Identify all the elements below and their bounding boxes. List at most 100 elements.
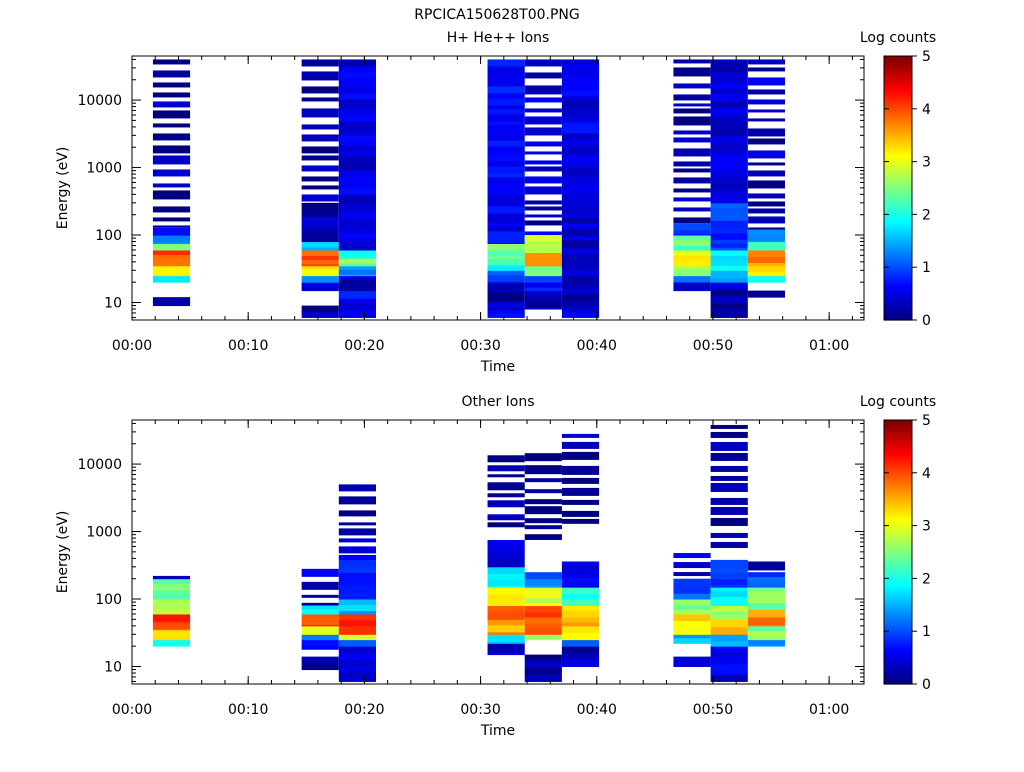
colorbar-swatch (884, 615, 912, 619)
colorbar-swatch (884, 497, 912, 500)
heatmap-cell (301, 134, 339, 142)
colorbar-swatch (884, 582, 912, 586)
heatmap-cell (561, 617, 600, 624)
colorbar-swatch (884, 613, 912, 617)
colorbar-swatch (884, 439, 912, 443)
x-tick-label: 00:20 (344, 338, 384, 354)
heatmap-cell (561, 240, 600, 249)
colorbar-swatch (884, 525, 912, 529)
heatmap-cell (710, 93, 748, 102)
heatmap-cell (747, 609, 785, 618)
heatmap-cell (301, 634, 339, 641)
heatmap-cell (524, 598, 562, 604)
heatmap-cell (487, 173, 525, 178)
heatmap-cell (747, 89, 785, 95)
heatmap-cell (487, 125, 525, 131)
heatmap-cell (152, 123, 191, 128)
colorbar-swatch (884, 212, 912, 215)
heatmap-cell (747, 275, 785, 283)
heatmap-cell (561, 182, 600, 191)
colorbar-swatch (884, 177, 912, 180)
heatmap-cell (338, 170, 376, 178)
y-tick-label: 100 (95, 592, 122, 608)
colorbar-swatch (884, 576, 912, 579)
heatmap-cell (524, 301, 562, 308)
heatmap-cell (747, 216, 785, 224)
heatmap-cell (710, 559, 748, 569)
heatmap-cell (561, 275, 600, 284)
heatmap-cell (561, 213, 600, 219)
heatmap-cell (710, 115, 748, 123)
heatmap-cell (301, 216, 339, 225)
colorbar-swatch (884, 170, 912, 174)
heatmap-cell (152, 634, 191, 641)
heatmap-cell (338, 198, 376, 205)
heatmap-cell (152, 101, 191, 108)
colorbar-swatch (884, 78, 912, 81)
heatmap-cell (487, 543, 525, 552)
heatmap-cell (524, 489, 562, 494)
heatmap-cell (710, 578, 748, 586)
colorbar-swatch (884, 677, 912, 681)
y-axis-label: Energy (eV) (55, 147, 71, 230)
colorbar-swatch (884, 62, 912, 66)
heatmap-cell (301, 624, 339, 627)
heatmap-cell (673, 620, 711, 629)
heatmap-cell (561, 154, 600, 159)
colorbar-swatch (884, 111, 912, 114)
heatmap-cell (487, 297, 525, 303)
colorbar-swatch (884, 457, 912, 461)
heatmap-cell (152, 595, 191, 600)
heatmap-cell (487, 539, 525, 545)
heatmap-cell (710, 200, 748, 204)
colorbar-swatch (884, 653, 912, 656)
colorbar-swatch (884, 190, 912, 193)
heatmap-cell (561, 646, 600, 654)
colorbar-swatch (884, 666, 912, 670)
colorbar-swatch (884, 651, 912, 654)
colorbar-swatch (884, 503, 912, 507)
heatmap-cell (524, 660, 562, 669)
colorbar-swatch (884, 64, 912, 68)
colorbar-swatch (884, 442, 912, 445)
heatmap-cell (338, 139, 376, 146)
colorbar-swatch (884, 560, 912, 564)
heatmap-cell (301, 194, 339, 202)
colorbar-swatch (884, 284, 912, 288)
heatmap-cell (673, 59, 711, 64)
heatmap-cell (152, 145, 191, 154)
colorbar-swatch (884, 450, 912, 454)
heatmap-cell (301, 287, 339, 292)
heatmap-cell (561, 300, 600, 307)
heatmap-cell (561, 223, 600, 229)
colorbar-swatch (884, 574, 912, 577)
heatmap-cell (338, 625, 376, 633)
heatmap-cell (673, 634, 711, 639)
x-tick-label: 01:00 (809, 338, 849, 354)
colorbar-swatch (884, 315, 912, 319)
heatmap-cell (524, 591, 562, 599)
heatmap-cell (524, 231, 562, 236)
heatmap-cell (524, 72, 562, 79)
heatmap-cell (673, 177, 711, 184)
colorbar-swatch (884, 113, 912, 116)
colorbar-swatch (884, 152, 912, 156)
heatmap-cell (338, 275, 376, 281)
colorbar: 0 1 2 3 4 5 Log counts (860, 394, 936, 693)
heatmap-cell (301, 305, 339, 313)
heatmap-cell (747, 296, 785, 298)
heatmap-cell (561, 228, 600, 237)
heatmap-cell (524, 160, 562, 165)
colorbar-swatch (884, 552, 912, 555)
heatmap-cell (487, 105, 525, 110)
heatmap-cell (487, 231, 525, 239)
colorbar-swatch (884, 508, 912, 511)
heatmap-cell (152, 609, 191, 615)
heatmap-cell (301, 108, 339, 118)
heatmap-cell (152, 620, 191, 623)
heatmap-cell (524, 634, 562, 640)
heatmap-cell (561, 248, 600, 255)
colorbar-swatch (884, 84, 912, 88)
colorbar-swatch (884, 490, 912, 494)
